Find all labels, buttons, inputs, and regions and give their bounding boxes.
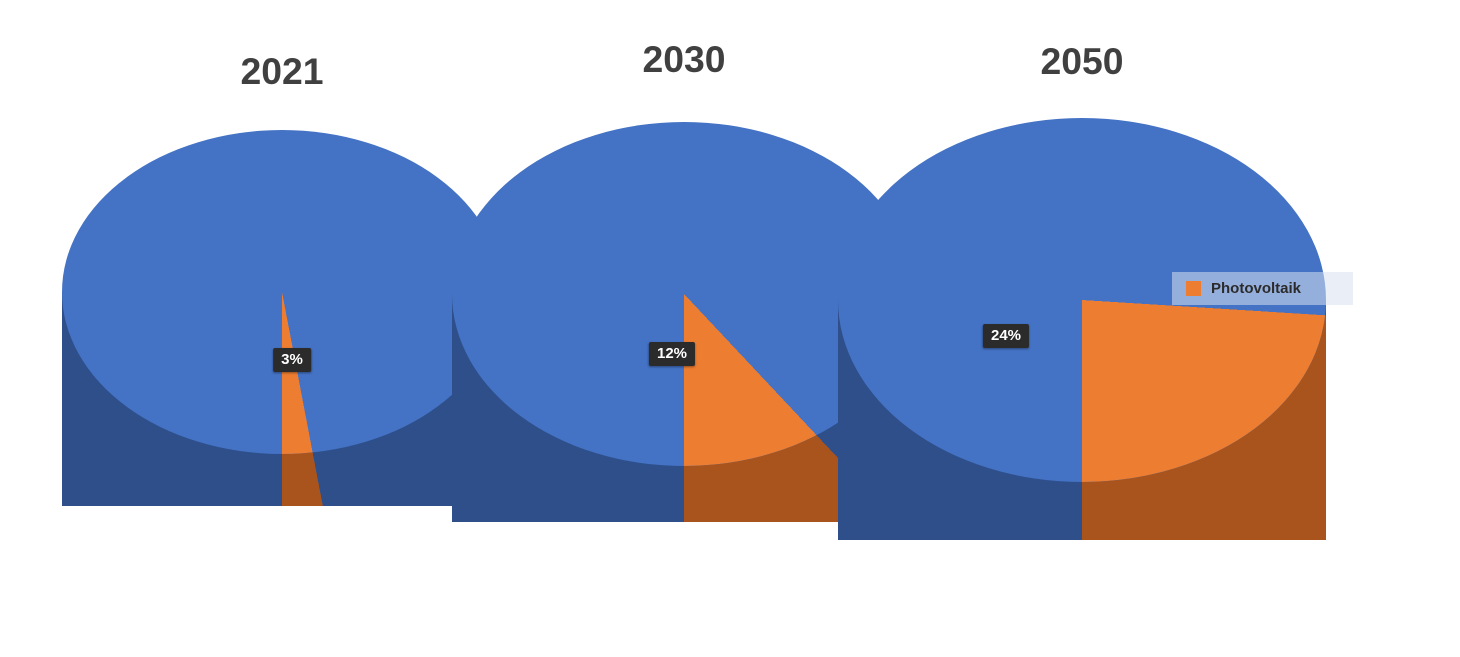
chart-canvas: 2021 3% 2030 12% 2050	[0, 0, 1460, 657]
legend-swatch-icon	[1186, 281, 1201, 296]
legend: Photovoltaik	[1172, 272, 1353, 305]
pie-title: 2021	[62, 50, 502, 93]
pie-wedge-accent	[62, 130, 502, 454]
pie-2021: 2021 3%	[62, 50, 502, 514]
pie-3d	[838, 118, 1326, 540]
pie-data-label: 24%	[983, 324, 1029, 348]
pie-data-label: 3%	[273, 348, 311, 372]
pie-title: 2050	[838, 40, 1326, 83]
legend-label: Photovoltaik	[1211, 280, 1301, 297]
pie-3d	[62, 130, 502, 506]
pie-data-label: 12%	[649, 342, 695, 366]
pie-top	[62, 130, 502, 454]
